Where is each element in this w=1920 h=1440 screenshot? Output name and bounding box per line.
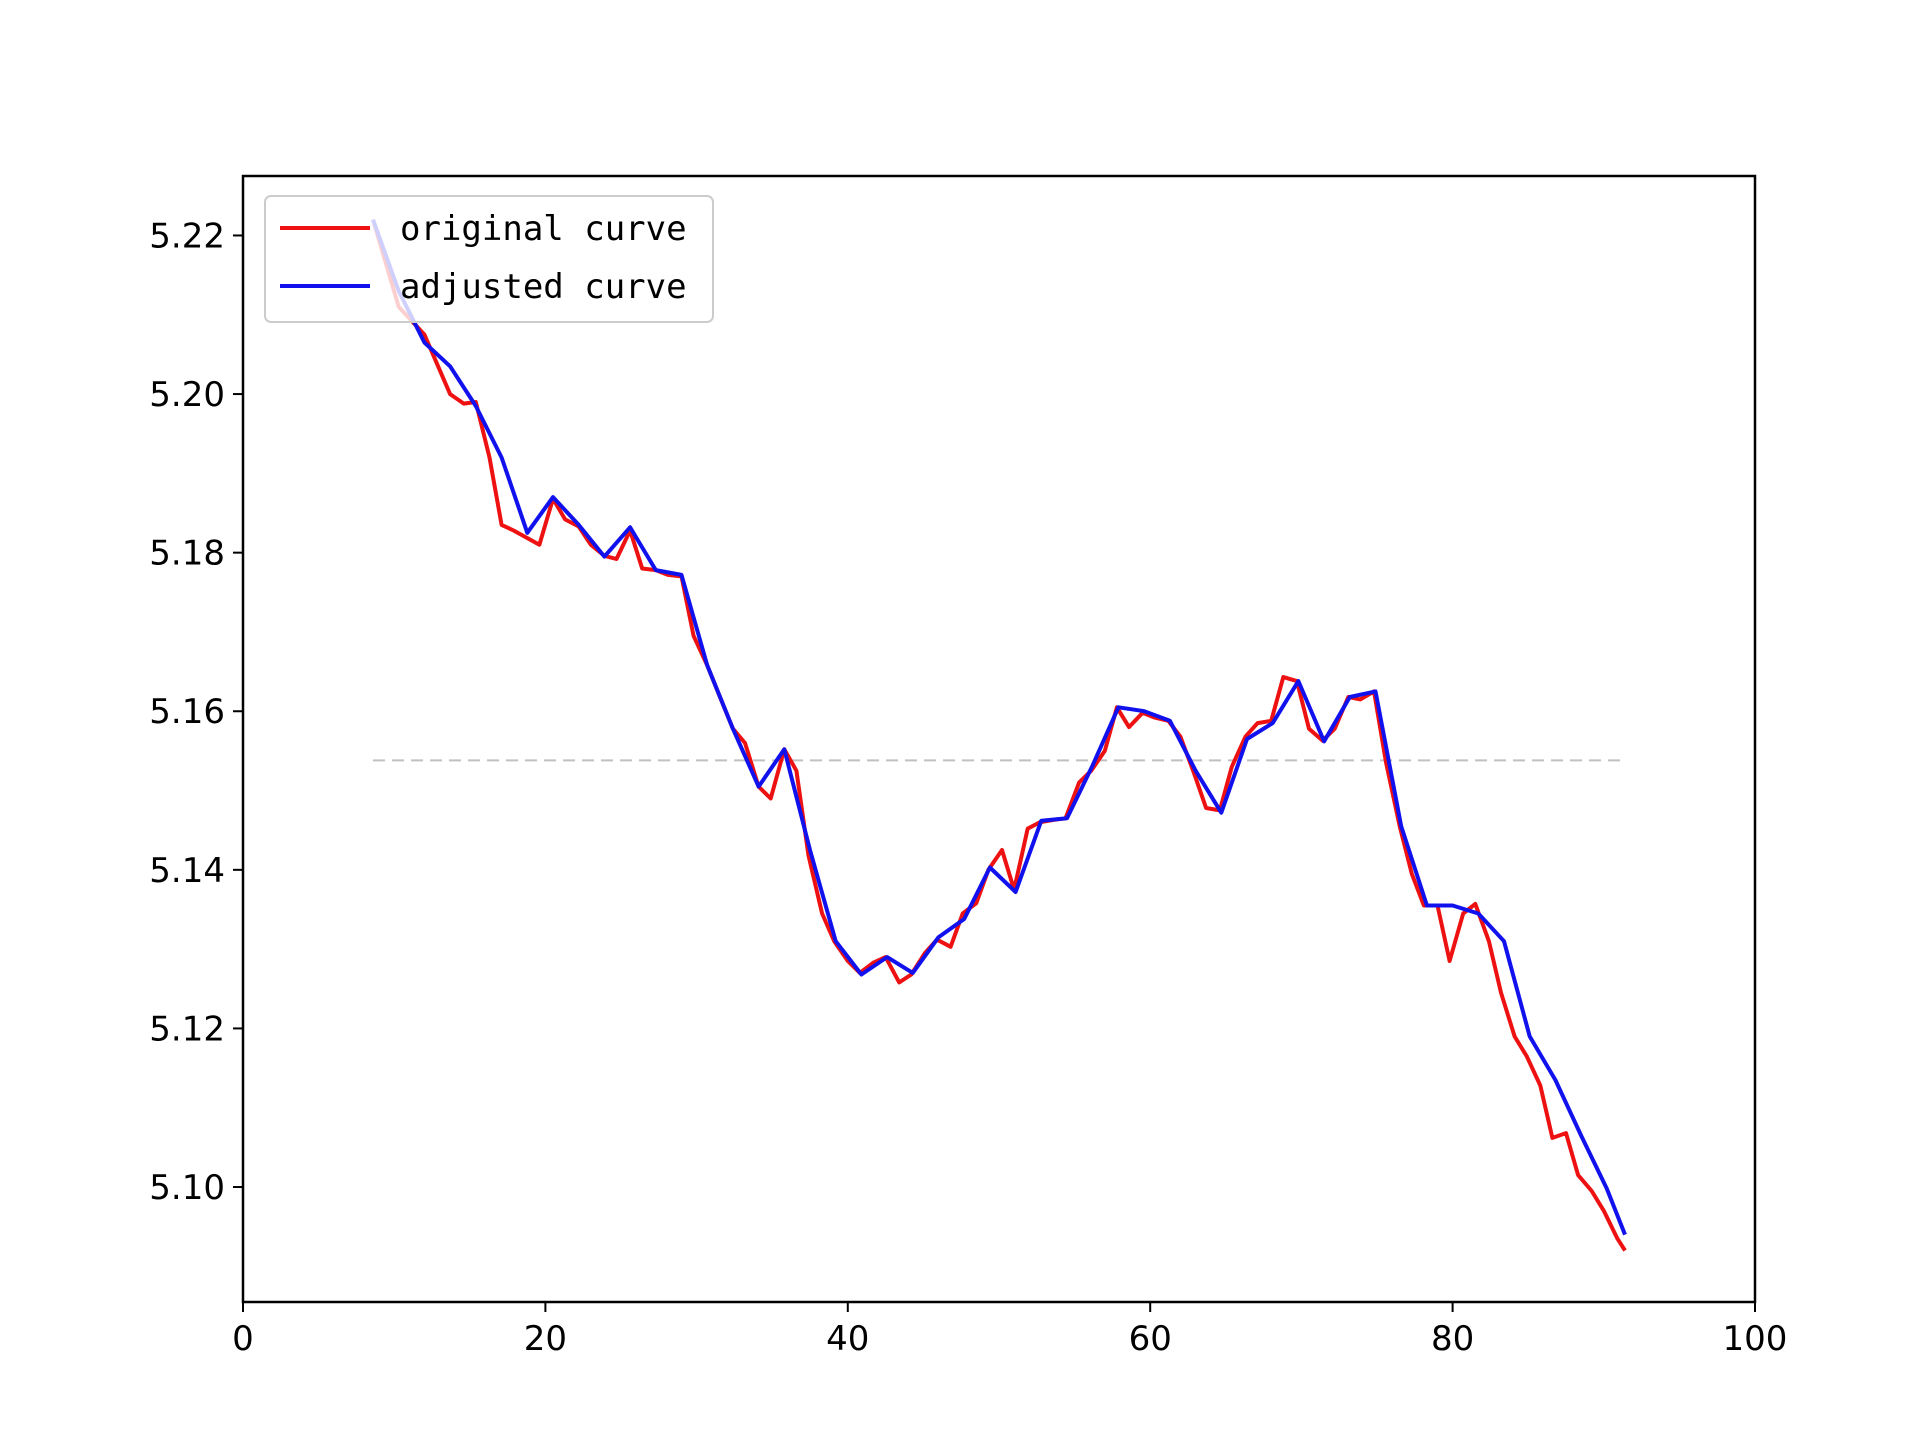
- x-tick-label: 0: [232, 1319, 254, 1359]
- y-tick-label: 5.10: [149, 1168, 225, 1208]
- plot-frame: [241, 174, 1757, 1304]
- legend: original curve adjusted curve: [264, 195, 714, 323]
- legend-box: [264, 195, 714, 323]
- x-axis: 0 20 40 60 80 100: [232, 1302, 1787, 1359]
- y-tick-label: 5.12: [149, 1009, 225, 1049]
- legend-label-adjusted-curve: adjusted curve: [400, 267, 687, 307]
- y-tick-label: 5.22: [149, 216, 225, 256]
- x-tick-label: 100: [1723, 1319, 1788, 1359]
- y-tick-label: 5.16: [149, 692, 225, 732]
- y-tick-label: 5.20: [149, 375, 225, 415]
- series-line-adjusted-curve: [371, 218, 1627, 1236]
- x-tick-label: 20: [524, 1319, 567, 1359]
- y-tick-label: 5.18: [149, 534, 225, 574]
- legend-label-original-curve: original curve: [400, 209, 687, 249]
- y-axis: 5.10 5.12 5.14 5.16 5.18 5.20 5.22: [149, 216, 243, 1208]
- x-tick-label: 60: [1129, 1319, 1172, 1359]
- x-tick-label: 80: [1431, 1319, 1474, 1359]
- series-layer: [371, 218, 1627, 1252]
- x-tick-label: 40: [826, 1319, 869, 1359]
- y-tick-label: 5.14: [149, 851, 225, 891]
